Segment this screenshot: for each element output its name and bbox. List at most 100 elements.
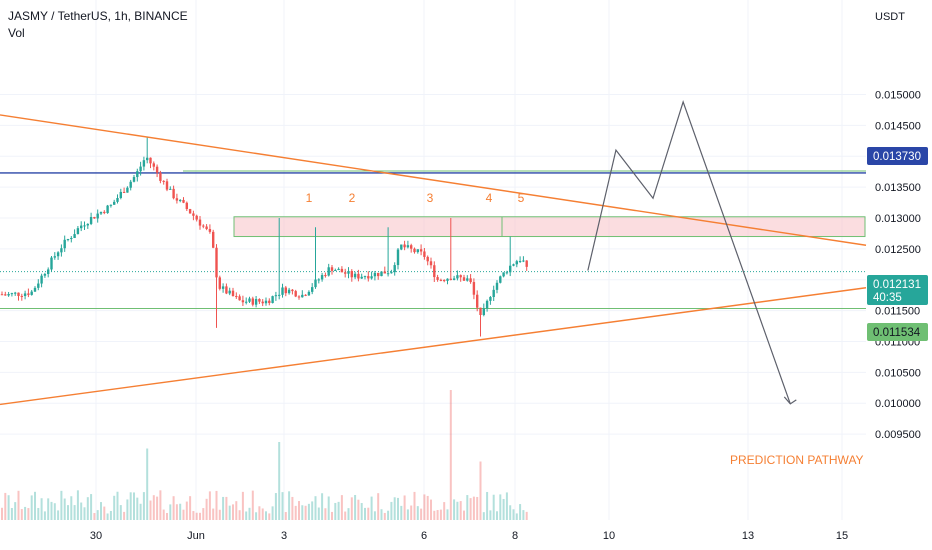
candle-body	[139, 166, 142, 172]
volume-bar	[10, 507, 13, 520]
volume-bar	[83, 507, 86, 520]
candle-body	[231, 290, 235, 297]
volume-bar	[37, 507, 40, 520]
volume-bar	[486, 491, 489, 520]
prediction-label: PREDICTION PATHWAY	[730, 453, 864, 467]
volume-bar	[235, 501, 238, 520]
ascending-trendline[interactable]	[0, 287, 867, 406]
candle-body	[419, 249, 423, 252]
prediction-path[interactable]	[587, 100, 791, 405]
volume-bar	[96, 510, 99, 520]
candle-body	[113, 201, 116, 205]
candle-body	[83, 225, 86, 227]
volume-bar	[347, 508, 350, 520]
candle-body	[512, 264, 515, 266]
candle-body	[14, 292, 17, 294]
volume-bar	[4, 492, 7, 520]
candle-body	[287, 289, 291, 294]
volume-bar	[459, 501, 462, 520]
candle-body	[268, 300, 271, 304]
volume-bar	[152, 495, 155, 520]
price-tick-label: 0.014500	[875, 120, 921, 132]
volume-bar	[311, 501, 314, 520]
volume-bar	[63, 498, 66, 520]
candle-body	[20, 295, 23, 297]
candle-body	[7, 294, 10, 296]
volume-bar	[232, 504, 234, 520]
volume-label[interactable]: Vol	[8, 26, 25, 40]
volume-bar	[515, 513, 518, 520]
candle-body	[314, 279, 317, 288]
candle-body	[129, 181, 132, 188]
volume-bar	[182, 509, 185, 520]
candle-body	[172, 188, 175, 199]
candle-body	[294, 291, 297, 297]
candle-body	[443, 280, 446, 282]
candle-body	[291, 289, 294, 292]
candle-body	[258, 299, 261, 302]
candle-body	[56, 252, 60, 257]
volume-bar	[212, 508, 215, 520]
candle-body	[307, 291, 311, 296]
candle-body	[122, 191, 126, 193]
volume-bar	[443, 502, 446, 520]
volume-bar	[261, 508, 264, 520]
volume-bar	[274, 493, 277, 520]
volume-bar	[47, 498, 50, 520]
candle-body	[499, 276, 502, 283]
candle-body	[357, 273, 360, 279]
volume-bar	[496, 511, 498, 520]
candle-body	[373, 272, 377, 277]
volume-bar	[109, 510, 112, 520]
candle-body	[106, 205, 109, 214]
price-tick-label: 0.010000	[875, 398, 921, 410]
volume-bar	[469, 498, 472, 520]
time-axis[interactable]: 30 Jun 3 6 8 10 13 15	[90, 530, 848, 542]
price-tick-label: 0.011500	[875, 306, 920, 318]
candle-body	[353, 273, 357, 278]
candle-body	[456, 275, 459, 279]
volume-bar	[284, 512, 287, 520]
volume-bar	[430, 499, 432, 520]
candle-body	[446, 278, 449, 281]
chart-legend[interactable]: JASMY / TetherUS, 1h, BINANCE Vol	[8, 8, 188, 42]
time-tick-label: 3	[281, 530, 287, 542]
supply-zone	[233, 216, 866, 238]
candle-body	[238, 296, 241, 301]
volume-bar	[123, 511, 126, 520]
candle-body	[73, 234, 76, 238]
volume-bar	[466, 495, 469, 520]
time-tick-label: 13	[742, 530, 754, 542]
candle-body	[278, 294, 281, 296]
volume-bar	[314, 496, 317, 520]
candle-body	[192, 213, 195, 216]
volume-bar	[156, 496, 159, 520]
support-badge: 0.011534	[867, 323, 928, 341]
candle-body	[311, 287, 314, 292]
candle-body	[274, 295, 278, 297]
descending-trendline[interactable]	[0, 114, 867, 246]
candle-body	[433, 265, 436, 278]
candle-body	[43, 273, 47, 276]
symbol-title[interactable]: JASMY / TetherUS, 1h, BINANCE	[8, 9, 188, 23]
volume-bar	[241, 491, 244, 520]
price-tick-label: 0.010500	[875, 367, 921, 379]
prediction-arrowhead	[783, 396, 797, 405]
touch-label-1: 1	[306, 191, 313, 205]
volume-bar	[146, 448, 149, 520]
volume-bar	[251, 490, 254, 520]
volume-bar	[86, 497, 89, 520]
volume-bar	[43, 511, 46, 520]
candle-body	[205, 226, 208, 230]
volume-bar	[492, 494, 495, 520]
candle-body	[489, 297, 492, 301]
candle-body	[485, 300, 489, 309]
volume-bar	[202, 508, 205, 520]
candle-body	[301, 294, 304, 298]
candle-body	[132, 177, 136, 182]
candle-body	[126, 187, 129, 193]
candle-body	[63, 239, 66, 249]
volume-bar	[142, 492, 145, 520]
volume-bar	[453, 499, 456, 520]
